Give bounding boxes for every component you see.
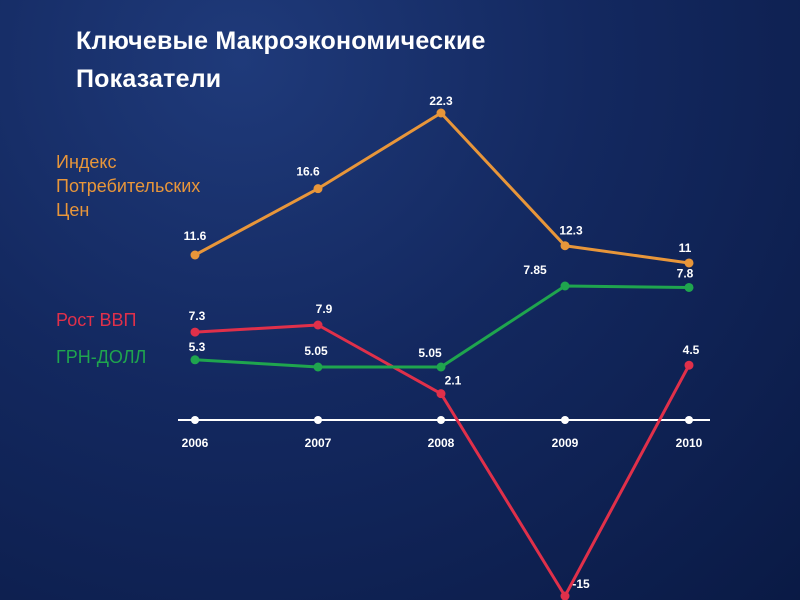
data-label-fx-2010: 7.8 [677,266,694,280]
point-fx-2009 [560,281,570,291]
data-label-cpi-2006: 11.6 [184,229,207,243]
x-axis-tick-2008 [437,416,445,424]
x-axis-tick-2009 [561,416,569,424]
point-gdp-2010 [684,360,694,370]
data-label-gdp-2010: 4.5 [683,343,700,357]
legend-gdp: Рост ВВП [56,308,136,332]
data-label-fx-2009: 7.85 [523,263,547,277]
data-label-gdp-2009: -15 [572,577,590,591]
x-axis-tick-2010 [685,416,693,424]
point-gdp-2008 [436,389,446,399]
data-label-cpi-2010: 11 [679,241,692,255]
data-label-gdp-2008: 2.1 [445,374,462,388]
x-tick-label-2009: 2009 [552,436,579,450]
point-cpi-2008 [436,108,446,118]
legend-cpi: Индекс Потребительских Цен [56,150,200,222]
data-label-cpi-2007: 16.6 [296,165,320,179]
data-label-gdp-2006: 7.3 [189,309,206,323]
point-fx-2008 [436,362,446,372]
series-line-cpi [194,111,690,265]
legend-fx-line-1: ГРН-ДОЛЛ [56,347,147,367]
legend-cpi-line-2: Потребительских [56,176,201,196]
point-fx-2006 [190,355,200,365]
point-fx-2007 [313,362,323,372]
point-gdp-2007 [313,320,323,330]
point-gdp-2006 [190,327,200,337]
point-cpi-2010 [684,258,694,268]
x-axis-tick-2007 [314,416,322,424]
chart-title: Ключевые Макроэкономические Показатели [76,22,486,98]
title-line-1: Ключевые Макроэкономические [76,27,486,55]
data-label-gdp-2007: 7.9 [316,302,333,316]
data-label-fx-2007: 5.05 [304,344,328,358]
point-fx-2010 [684,282,694,292]
title-line-2: Показатели [76,65,222,93]
legend-gdp-line-1: Рост ВВП [56,310,137,330]
x-tick-label-2008: 2008 [428,436,455,450]
data-label-cpi-2009: 12.3 [559,224,583,238]
legend-cpi-line-3: Цен [56,200,90,220]
legend-cpi-line-1: Индекс [56,152,117,172]
data-label-cpi-2008: 22.3 [429,94,453,108]
point-cpi-2009 [560,241,570,251]
x-tick-label-2006: 2006 [182,436,209,450]
legend-fx: ГРН-ДОЛЛ [56,345,146,369]
data-label-fx-2006: 5.3 [189,340,206,354]
data-label-fx-2008: 5.05 [418,346,442,360]
point-cpi-2006 [190,250,200,260]
x-axis-tick-2006 [191,416,199,424]
point-cpi-2007 [313,184,323,194]
x-tick-label-2010: 2010 [676,436,703,450]
x-tick-label-2007: 2007 [305,436,332,450]
point-gdp-2009 [560,591,570,600]
